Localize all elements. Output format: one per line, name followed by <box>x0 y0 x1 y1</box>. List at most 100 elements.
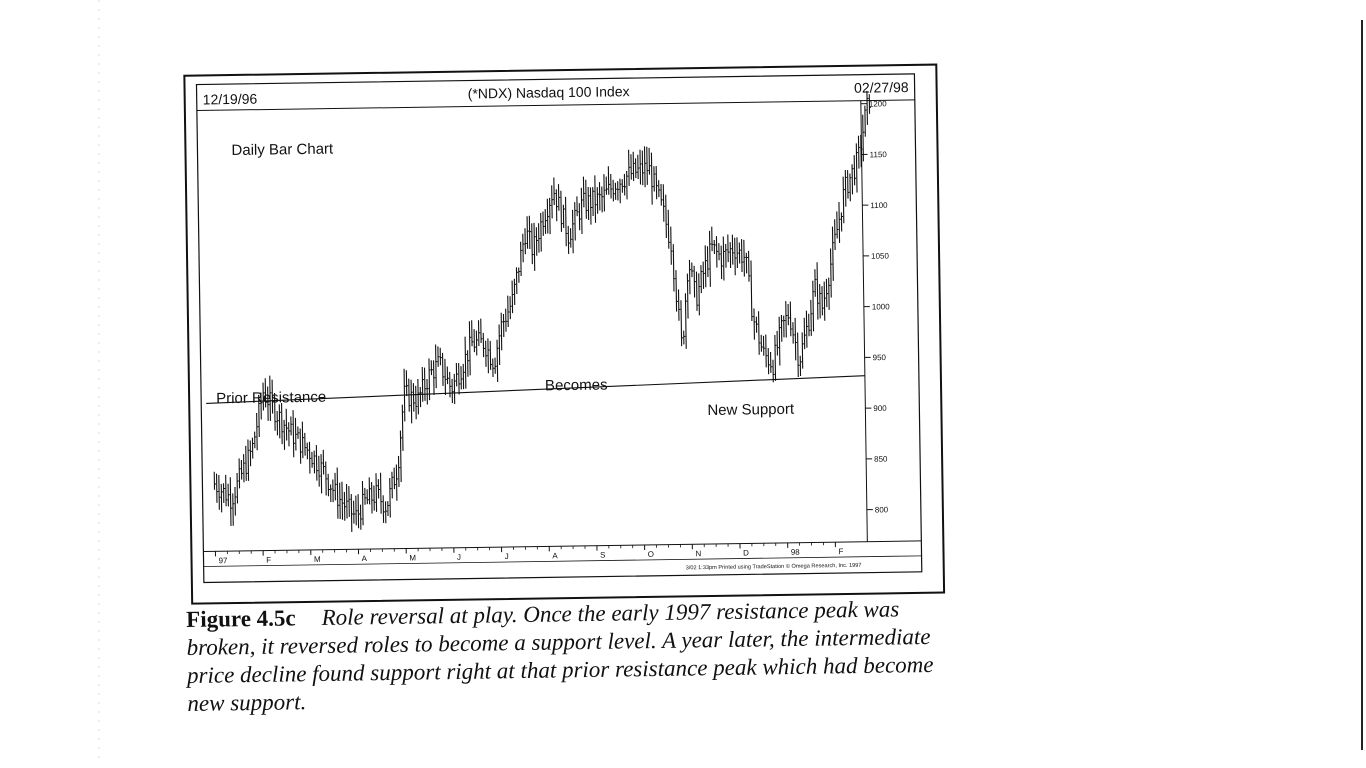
x-tick-label: A <box>552 551 558 560</box>
price-bars <box>213 90 872 532</box>
price-bar <box>299 428 302 464</box>
price-bar <box>778 316 781 366</box>
price-bar <box>743 239 745 277</box>
price-bar <box>646 146 648 185</box>
x-tick-label: M <box>314 555 321 564</box>
x-tick-label: 98 <box>791 548 801 557</box>
price-bar <box>805 310 808 348</box>
price-bar <box>292 410 295 458</box>
x-tick-label: J <box>505 552 509 561</box>
price-bar <box>641 150 644 186</box>
price-bar <box>361 481 364 526</box>
price-bar <box>218 474 220 510</box>
price-bar <box>339 482 341 519</box>
price-bar <box>379 472 382 514</box>
price-bar <box>838 202 841 243</box>
price-bar <box>500 312 503 351</box>
new-support-annotation: New Support <box>707 401 795 419</box>
x-tick-label: J <box>457 553 461 562</box>
price-axis-line <box>860 100 868 542</box>
date-axis-ticks: 97 F M A M J J A S O N D 98 F <box>214 542 844 565</box>
price-bar <box>866 90 868 125</box>
price-bar <box>589 187 592 225</box>
price-bar <box>855 143 858 193</box>
y-tick-label: 850 <box>874 455 888 464</box>
y-tick-label: 1150 <box>870 150 888 159</box>
price-bar <box>399 430 402 483</box>
footer-credit: 3/02 1:33pm Printed using TradeStation ©… <box>686 562 862 572</box>
price-bar <box>247 439 250 481</box>
price-bar <box>675 270 678 312</box>
price-bar <box>686 273 689 319</box>
price-bar <box>421 366 424 402</box>
price-bar <box>670 226 672 265</box>
price-bar <box>662 184 665 222</box>
price-bar <box>336 467 339 519</box>
price-bar <box>574 202 576 241</box>
price-bar <box>281 403 283 445</box>
price-bar <box>823 281 826 321</box>
price-bar <box>357 494 360 529</box>
price-bar <box>794 317 797 361</box>
start-date-label: 12/19/96 <box>203 91 258 108</box>
price-bar <box>258 394 260 438</box>
x-tick-label: D <box>743 548 749 557</box>
end-date-label: 02/27/98 <box>854 79 909 96</box>
price-bar <box>585 179 587 219</box>
price-bar <box>498 324 501 365</box>
figure-caption: Figure 4.5c Role reversal at play. Once t… <box>186 595 948 718</box>
price-bar <box>395 464 398 501</box>
price-bar <box>531 223 533 265</box>
price-bar <box>667 209 670 249</box>
price-bar <box>722 236 725 281</box>
price-bar <box>496 339 499 382</box>
price-bar <box>468 321 471 376</box>
x-tick-label: 97 <box>218 556 228 565</box>
price-bar <box>487 338 489 374</box>
price-bar <box>410 379 413 424</box>
price-bar <box>278 404 281 439</box>
inner-frame <box>195 73 923 584</box>
price-bar <box>520 241 522 277</box>
price-bar <box>375 473 378 512</box>
price-bar <box>758 311 760 355</box>
price-bar <box>315 445 318 481</box>
price-bar <box>680 300 683 347</box>
price-bar <box>603 174 606 212</box>
figure-label: Figure 4.5c <box>186 605 296 632</box>
price-bar <box>695 271 698 311</box>
price-bar <box>797 332 799 377</box>
y-tick-label: 1000 <box>872 302 890 311</box>
price-bar <box>245 445 247 481</box>
price-bar <box>594 175 597 223</box>
price-bar <box>428 358 431 401</box>
price-bar <box>571 209 574 254</box>
price-bar <box>812 280 815 332</box>
price-bar <box>789 301 792 337</box>
price-bar <box>831 226 834 281</box>
price-axis-ticks: 800 850 900 950 1000 1050 1100 1150 1200 <box>860 99 890 515</box>
figure-caption-text: Role reversal at play. Once the early 19… <box>186 596 934 716</box>
price-bar <box>829 248 832 298</box>
y-tick-label: 1050 <box>871 252 889 261</box>
price-bar <box>444 358 446 396</box>
scan-artifact <box>98 0 100 760</box>
price-bar <box>672 244 675 292</box>
price-bar <box>464 336 467 389</box>
price-bar <box>564 196 567 247</box>
price-bar <box>229 477 232 527</box>
price-bar <box>271 379 274 414</box>
price-bar <box>639 149 642 185</box>
price-bar <box>816 262 819 320</box>
x-tick-label: A <box>362 554 368 563</box>
y-tick-label: 900 <box>873 404 887 413</box>
price-bar <box>785 301 787 338</box>
price-bar <box>810 299 812 336</box>
outer-frame <box>183 63 946 605</box>
daily-bar-chart-label: Daily Bar Chart <box>231 141 334 160</box>
price-bar <box>844 169 847 207</box>
price-bar <box>698 273 700 316</box>
price-bar <box>435 344 437 389</box>
price-bar <box>708 230 711 287</box>
price-bar <box>560 190 563 232</box>
